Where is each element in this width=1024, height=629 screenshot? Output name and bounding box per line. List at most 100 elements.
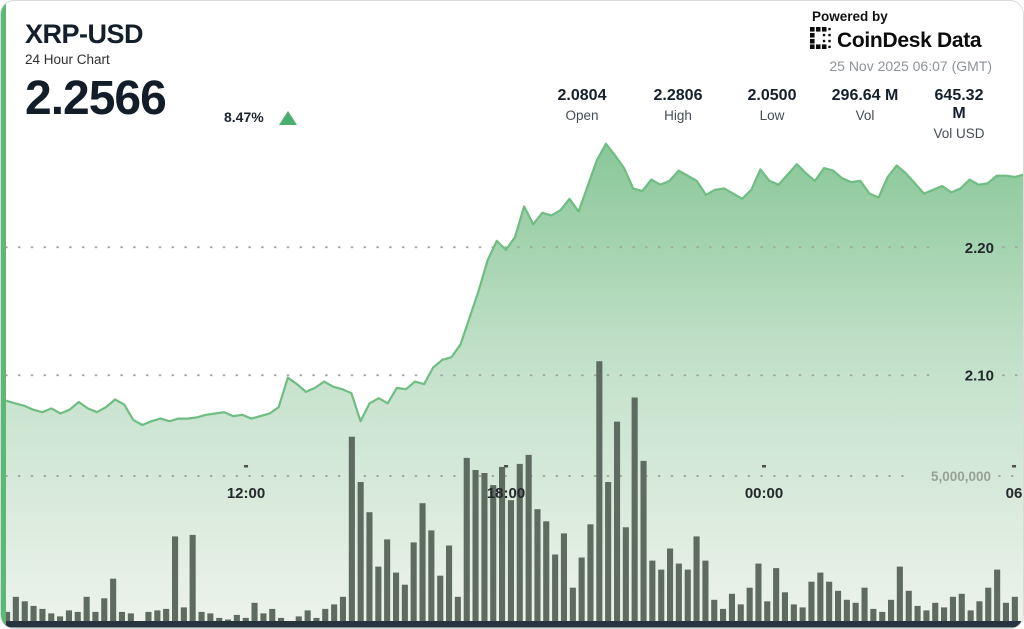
volume-bar [728, 593, 735, 627]
volume-bar [304, 610, 311, 627]
volume-bar [428, 530, 435, 627]
volume-bar [614, 421, 621, 627]
timestamp: 25 Nov 2025 06:07 (GMT) [829, 58, 992, 74]
volume-bar [896, 566, 903, 627]
volume-bar [207, 613, 214, 627]
volume-bar [755, 563, 762, 627]
stat-open-value: 2.0804 [557, 87, 607, 104]
volume-bar [393, 572, 400, 627]
volume-bar [958, 593, 965, 627]
volume-bar [12, 596, 19, 627]
volume-bar [481, 473, 488, 627]
price-line [5, 142, 1023, 427]
volume-bar [949, 596, 956, 627]
volume-bar [675, 563, 682, 627]
volume-bar [507, 500, 514, 627]
stat-vol-usd: 645.32 M Vol USD [927, 87, 991, 141]
volume-bar [649, 560, 656, 627]
volume-bar [790, 604, 797, 627]
volume-bar [693, 536, 700, 627]
gridlines [5, 246, 1023, 477]
current-price: 2.2566 [25, 72, 167, 125]
volume-bar [516, 463, 523, 627]
baseline-strip [5, 621, 1021, 628]
volume-bar [145, 611, 152, 627]
svg-text:2.20: 2.20 [965, 240, 994, 257]
volume-bar [1002, 602, 1009, 627]
volume-bar [437, 575, 444, 627]
volume-bar [764, 601, 771, 627]
y-axis-labels: 2.20 2.10 5,000,000 [931, 240, 994, 484]
volume-bar [658, 569, 665, 627]
volume-bar [189, 534, 196, 627]
volume-bar [4, 611, 11, 627]
volume-bar [702, 560, 709, 627]
volume-bar [39, 608, 46, 627]
volume-bar [163, 608, 170, 627]
x-axis-labels: 12:00 18:00 00:00 06 [227, 485, 1023, 502]
brand-row[interactable]: CoinDesk Data [810, 27, 992, 54]
volume-bar [499, 466, 506, 627]
volume-bar [410, 542, 417, 627]
volume-bar [348, 436, 355, 627]
volume-bar [879, 611, 886, 627]
price-up-triangle-icon [279, 111, 297, 125]
volume-bar [596, 361, 603, 627]
volume-bar [569, 587, 576, 627]
volume-bar [888, 599, 895, 627]
volume-bar [684, 569, 691, 627]
volume-bar [339, 596, 346, 627]
volume-bar [525, 454, 532, 627]
volume-bar [587, 524, 594, 627]
stat-low: 2.0500 Low [748, 87, 797, 123]
volume-bar [260, 613, 267, 627]
stat-low-value: 2.0500 [747, 87, 797, 104]
price-area [6, 143, 1023, 627]
stat-vol-label: Vol [855, 108, 875, 123]
volume-bar [923, 610, 930, 627]
price-change-percent: 8.47% [224, 109, 264, 125]
stat-low-label: Low [759, 108, 785, 123]
volume-bar [83, 596, 90, 627]
symbol-title: XRP-USD [25, 19, 144, 49]
volume-bar [172, 536, 179, 627]
volume-bar [92, 611, 99, 627]
stat-high-label: High [664, 108, 692, 123]
svg-text:5,000,000: 5,000,000 [931, 469, 991, 484]
stat-vol: 296.64 M Vol [832, 87, 899, 123]
volume-bar [967, 610, 974, 627]
left-accent-bar [1, 1, 6, 628]
volume-bar [401, 584, 408, 627]
volume-bar [578, 557, 585, 627]
volume-bar [21, 601, 28, 627]
volume-bar [357, 482, 364, 627]
stat-open: 2.0804 Open [558, 87, 607, 123]
stat-high: 2.2806 High [654, 87, 703, 123]
volume-bar [720, 608, 727, 627]
volume-bar [994, 569, 1001, 627]
volume-bar [817, 572, 824, 627]
volume-bar [631, 397, 638, 627]
volume-bar [835, 590, 842, 627]
volume-bar [870, 608, 877, 627]
volume-bar [622, 527, 629, 627]
volume-bar [737, 604, 744, 627]
volume-bar [640, 460, 647, 627]
volume-bar [154, 610, 161, 627]
volume-bar [118, 611, 125, 627]
volume-bar [534, 509, 541, 627]
volume-bar [251, 602, 258, 627]
volume-bar [233, 614, 240, 627]
volume-bar [490, 485, 497, 627]
volume-bar [861, 587, 868, 627]
svg-text:06: 06 [1006, 485, 1023, 502]
volume-bar [419, 503, 426, 627]
chart-period-label: 24 Hour Chart [25, 52, 110, 67]
coindesk-logo-icon [810, 27, 832, 54]
volume-bar [180, 607, 187, 627]
svg-text:18:00: 18:00 [487, 485, 525, 502]
volume-bar [852, 602, 859, 627]
